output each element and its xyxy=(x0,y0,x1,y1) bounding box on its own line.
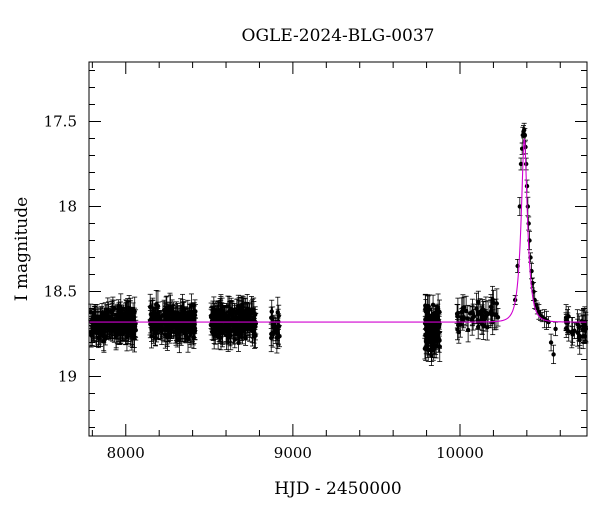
chart-title: OGLE-2024-BLG-0037 xyxy=(242,26,435,46)
axis-ticks: 8000 9000 10000 17.5 18 18.5 19 xyxy=(44,62,587,462)
data-point xyxy=(208,302,214,329)
model-curve xyxy=(89,138,587,323)
x-tick-label: 8000 xyxy=(107,444,145,462)
data-point xyxy=(228,297,234,329)
y-tick-label: 17.5 xyxy=(44,113,77,131)
data-point xyxy=(425,294,431,318)
data-point xyxy=(224,319,230,351)
plot-frame xyxy=(88,61,588,437)
data-point xyxy=(211,322,217,341)
data-point xyxy=(114,306,120,331)
data-point xyxy=(92,305,98,335)
data-point xyxy=(526,216,532,231)
data-point xyxy=(96,317,102,338)
data-point xyxy=(160,321,166,338)
data-point xyxy=(548,333,554,352)
data-point xyxy=(234,324,240,341)
data-point xyxy=(152,329,158,347)
data-point xyxy=(166,305,172,335)
data-point xyxy=(479,313,485,335)
data-point xyxy=(577,323,583,349)
data-point xyxy=(247,316,253,338)
y-tick-label: 19 xyxy=(58,368,77,386)
data-point xyxy=(214,306,220,322)
data-point xyxy=(427,316,433,341)
data-point xyxy=(164,295,170,322)
x-tick-label: 9000 xyxy=(274,444,312,462)
data-point xyxy=(211,296,217,324)
data-point xyxy=(488,294,494,320)
data-point xyxy=(423,324,429,355)
x-tick-label: 10000 xyxy=(436,444,484,462)
data-point xyxy=(170,310,176,339)
data-point xyxy=(183,308,189,340)
data-point xyxy=(454,319,460,341)
y-tick-label: 18.5 xyxy=(44,283,77,301)
data-point xyxy=(436,325,442,353)
data-point xyxy=(566,321,572,342)
data-point xyxy=(461,309,467,329)
data-point xyxy=(551,344,557,365)
data-point xyxy=(236,297,242,324)
data-point xyxy=(178,312,184,340)
data-point xyxy=(162,302,168,322)
data-point xyxy=(480,300,486,319)
data-point xyxy=(191,310,197,329)
data-point xyxy=(276,314,282,338)
data-point xyxy=(158,310,164,340)
x-axis-label: HJD - 2450000 xyxy=(274,479,402,499)
y-tick-label: 18 xyxy=(58,198,77,216)
data-point xyxy=(148,324,154,349)
data-point xyxy=(104,308,110,328)
data-point xyxy=(215,324,221,350)
chart-marks xyxy=(88,122,589,366)
data-point xyxy=(570,326,576,343)
y-axis-label: I magnitude xyxy=(12,197,32,301)
data-point xyxy=(219,297,225,325)
data-point xyxy=(216,300,222,330)
data-point xyxy=(231,310,237,327)
data-point xyxy=(553,321,559,337)
data-point xyxy=(493,302,499,329)
data-point xyxy=(475,299,481,329)
